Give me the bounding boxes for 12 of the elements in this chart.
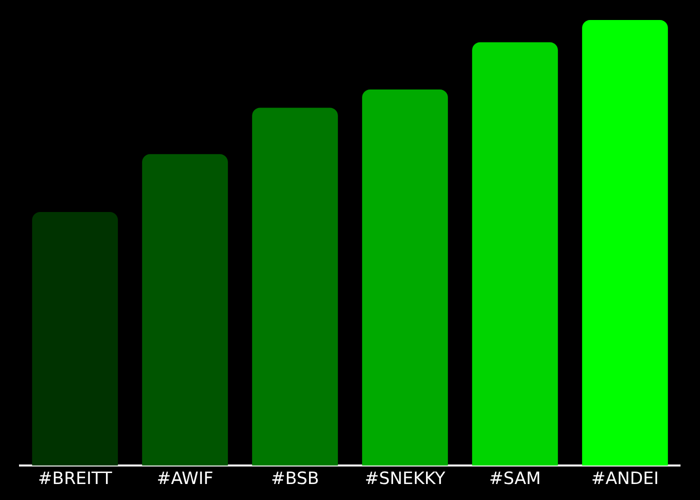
x-tick-label: #BREITT — [38, 469, 113, 490]
x-tick-label: #AWIF — [156, 469, 214, 490]
bar — [362, 90, 448, 466]
bar — [472, 42, 558, 466]
x-tick-label: #SAM — [489, 469, 541, 490]
bar — [252, 108, 338, 466]
bar — [582, 20, 668, 466]
x-tick-label: #SNEKKY — [364, 469, 446, 490]
bar — [142, 154, 228, 466]
x-tick-label: #ANDEI — [591, 469, 659, 490]
x-tick-label: #BSB — [270, 469, 320, 490]
bar — [32, 212, 118, 466]
